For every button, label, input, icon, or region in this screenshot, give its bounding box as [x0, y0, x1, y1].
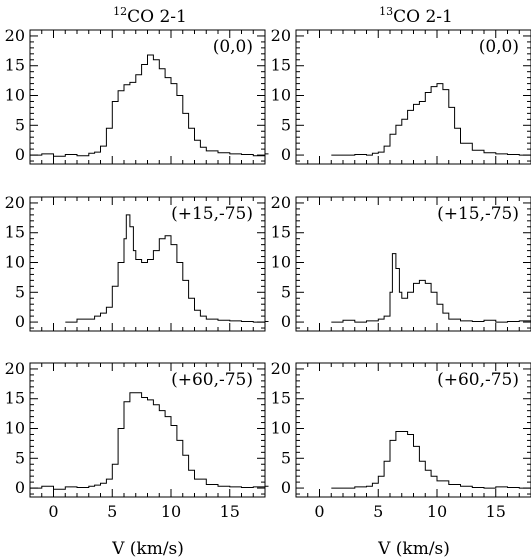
y-tick-label: 20	[271, 26, 291, 45]
panel-position-label: (0,0)	[213, 37, 253, 57]
y-tick-label: 0	[15, 478, 25, 497]
spectrum-line	[331, 253, 531, 323]
y-tick-label: 0	[281, 312, 291, 331]
panel-position-label: (+15,-75)	[437, 204, 519, 224]
y-tick-label: 10	[271, 253, 291, 272]
y-tick-label: 10	[5, 253, 25, 272]
x-tick-label: 0	[48, 502, 58, 521]
x-tick-label: 10	[427, 502, 447, 521]
y-tick-label: 20	[5, 26, 25, 45]
panel-position-label: (+15,-75)	[171, 204, 253, 224]
spectrum-panel: 0 5 10 15 20 (+15,-75)	[5, 193, 269, 332]
spectrum-line	[65, 214, 269, 323]
y-tick-label: 15	[271, 223, 291, 242]
y-tick-label: 5	[281, 448, 291, 467]
y-tick-label: 0	[281, 478, 291, 497]
y-tick-label: 5	[15, 282, 25, 301]
spectrum-line	[331, 83, 531, 156]
y-tick-label: 10	[5, 86, 25, 105]
spectrum-panel: 0 5 10 15 20 0 5 10 15 (+60,-75)	[5, 359, 269, 521]
spectrum-line	[30, 54, 269, 157]
isotope-superscript-13: 13	[379, 5, 393, 18]
y-tick-label: 15	[271, 56, 291, 75]
y-tick-label: 10	[5, 419, 25, 438]
column-title-12co: 12CO 2-1	[113, 5, 187, 27]
y-tick-label: 20	[5, 359, 25, 378]
x-tick-label: 15	[486, 502, 506, 521]
y-tick-label: 20	[271, 359, 291, 378]
x-tick-label: 10	[161, 502, 181, 521]
spectrum-panel: 0 5 10 15 20 (0,0)	[5, 26, 269, 165]
column-title-13co: 13CO 2-1	[379, 5, 453, 27]
panel-position-label: (+60,-75)	[437, 370, 519, 390]
isotope-superscript-12: 12	[113, 5, 127, 18]
x-axis-label-right: V (km/s)	[377, 539, 450, 559]
spectrum-panel: 0 5 10 15 20 0 5 10 15 (+60,-75)	[271, 359, 531, 521]
column-title-text-12co: CO 2-1	[127, 7, 187, 27]
x-tick-label: 5	[107, 502, 117, 521]
y-tick-label: 0	[15, 312, 25, 331]
y-tick-label: 15	[5, 389, 25, 408]
y-tick-label: 5	[15, 448, 25, 467]
x-tick-label: 15	[220, 502, 240, 521]
y-tick-label: 10	[271, 419, 291, 438]
y-tick-label: 5	[15, 115, 25, 134]
x-tick-label: 0	[314, 502, 324, 521]
y-tick-label: 5	[281, 115, 291, 134]
y-tick-label: 20	[271, 193, 291, 212]
y-tick-label: 5	[281, 282, 291, 301]
y-tick-label: 0	[281, 145, 291, 164]
y-tick-label: 15	[271, 389, 291, 408]
x-axis-label-left: V (km/s)	[111, 539, 184, 559]
column-title-text-13co: CO 2-1	[393, 7, 453, 27]
spectrum-line	[30, 392, 269, 490]
y-tick-label: 20	[5, 193, 25, 212]
spectrum-line	[331, 431, 531, 489]
panels-group: 0 5 10 15 20 (0,0) 0 5 10 15 20 (0,0) 0 5 10 15 20 (+15,-…	[5, 26, 531, 521]
panel-position-label: (+60,-75)	[171, 370, 253, 390]
spectrum-panel: 0 5 10 15 20 (0,0)	[271, 26, 531, 165]
x-tick-label: 5	[373, 502, 383, 521]
y-tick-label: 15	[5, 56, 25, 75]
y-tick-label: 0	[15, 145, 25, 164]
panel-position-label: (0,0)	[479, 37, 519, 57]
y-tick-label: 15	[5, 223, 25, 242]
spectrum-panel: 0 5 10 15 20 (+15,-75)	[271, 193, 531, 332]
y-tick-label: 10	[271, 86, 291, 105]
